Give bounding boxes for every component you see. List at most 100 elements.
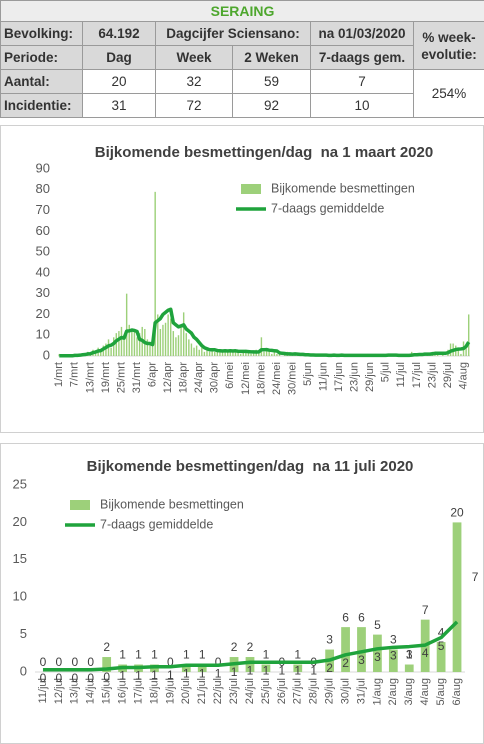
bar bbox=[120, 326, 123, 356]
x-tick-label: 13/mrt bbox=[84, 362, 96, 393]
data-label: 2 bbox=[247, 640, 254, 654]
bar bbox=[133, 331, 136, 356]
x-tick-label: 17/jun bbox=[333, 362, 345, 392]
y-tick-label: 90 bbox=[36, 160, 50, 175]
x-tick-label: 17/jul bbox=[132, 678, 144, 704]
x-tick-label: 4/aug bbox=[457, 362, 469, 390]
bar bbox=[404, 664, 414, 672]
x-tick-label: 14/jul bbox=[85, 678, 97, 704]
line-data-label: 0 bbox=[40, 671, 47, 685]
data-label: 0 bbox=[215, 655, 222, 669]
data-label: 1 bbox=[151, 648, 158, 662]
bar bbox=[164, 322, 167, 356]
bar bbox=[239, 353, 242, 356]
bar bbox=[131, 328, 133, 356]
x-tick-label: 1/aug bbox=[371, 678, 383, 706]
bar bbox=[206, 349, 208, 356]
bar bbox=[102, 657, 112, 672]
data-label: 2 bbox=[231, 640, 238, 654]
chart-title: Bijkomende besmettingen/dag na 1 maart 2… bbox=[95, 144, 433, 161]
line-data-label: 2 bbox=[342, 656, 349, 670]
x-tick-label: 4/aug bbox=[419, 678, 431, 706]
bar bbox=[172, 331, 175, 356]
y-tick-label: 20 bbox=[36, 306, 50, 321]
x-tick-label: 30/mei bbox=[286, 362, 298, 395]
x-tick-label: 11/jul bbox=[37, 678, 49, 703]
cell: 72 bbox=[155, 93, 233, 118]
line-data-label: 0 bbox=[71, 671, 78, 685]
bar bbox=[149, 343, 151, 356]
bar bbox=[146, 339, 149, 356]
line-data-label: 1 bbox=[247, 663, 254, 677]
x-tick-label: 23/jul bbox=[228, 678, 240, 704]
bar bbox=[190, 343, 193, 356]
line-data-label: 3 bbox=[374, 650, 381, 664]
x-tick-label: 15/jul bbox=[101, 678, 113, 704]
bar bbox=[357, 627, 366, 672]
data-label: 20 bbox=[450, 506, 464, 520]
bar bbox=[195, 345, 198, 356]
y-tick-label: 0 bbox=[20, 663, 27, 678]
y-tick-label: 20 bbox=[13, 514, 27, 529]
bar bbox=[136, 337, 138, 356]
x-tick-label: 18/jul bbox=[148, 678, 160, 704]
x-tick-label: 23/jun bbox=[349, 362, 361, 392]
x-tick-label: 12/jul bbox=[53, 678, 65, 704]
bar bbox=[258, 351, 260, 356]
table-title: SERAING bbox=[0, 0, 484, 22]
bar bbox=[151, 345, 154, 356]
data-label: 1 bbox=[294, 648, 301, 662]
bar bbox=[242, 351, 244, 356]
bar bbox=[182, 312, 185, 356]
x-tick-label: 29/jul bbox=[442, 362, 454, 388]
x-tick-label: 29/jun bbox=[364, 362, 376, 392]
bar bbox=[180, 326, 182, 356]
bar bbox=[260, 337, 263, 356]
bar bbox=[388, 649, 398, 672]
y-tick-label: 60 bbox=[36, 223, 50, 238]
line-data-label: 1 bbox=[119, 669, 126, 683]
bar bbox=[237, 351, 239, 356]
x-tick-label: 25/jul bbox=[260, 678, 272, 704]
x-tick-label: 31/mrt bbox=[131, 362, 143, 393]
bar bbox=[167, 314, 169, 356]
x-tick-label: 25/mrt bbox=[115, 362, 127, 393]
x-tick-label: 24/mei bbox=[271, 362, 283, 395]
data-label: 6 bbox=[342, 610, 349, 624]
bar bbox=[138, 333, 141, 356]
x-tick-label: 29/jul bbox=[324, 678, 336, 704]
bar bbox=[188, 339, 190, 356]
cell: 10 bbox=[310, 93, 414, 118]
line-data-label: 1 bbox=[199, 666, 206, 680]
cell: Bevolking: bbox=[0, 21, 83, 46]
bar bbox=[201, 347, 203, 356]
line-data-label: 5 bbox=[438, 639, 445, 653]
bar bbox=[181, 664, 191, 672]
bar bbox=[211, 349, 213, 356]
bar bbox=[265, 349, 268, 356]
x-tick-label: 26/jul bbox=[276, 678, 288, 704]
data-label: 4 bbox=[438, 625, 445, 639]
cell: 92 bbox=[232, 93, 311, 118]
data-label: 3 bbox=[326, 633, 333, 647]
bar bbox=[208, 351, 211, 356]
bar bbox=[457, 349, 460, 356]
bar bbox=[94, 351, 97, 356]
cell: 254% bbox=[412, 69, 484, 118]
line-data-label: 0 bbox=[87, 671, 94, 685]
line-data-label: 1 bbox=[294, 663, 301, 677]
y-tick-label: 40 bbox=[36, 264, 50, 279]
x-tick-label: 30/jul bbox=[339, 678, 351, 704]
bar bbox=[198, 349, 200, 356]
x-tick-label: 24/jul bbox=[244, 678, 256, 704]
line-data-label: 1 bbox=[167, 668, 174, 682]
x-tick-label: 18/mei bbox=[255, 362, 267, 395]
data-label: 1 bbox=[119, 648, 126, 662]
bar bbox=[460, 353, 462, 356]
x-tick-label: 11/jun bbox=[318, 362, 330, 391]
bar bbox=[123, 335, 125, 356]
legend-label: 7-daags gemiddelde bbox=[271, 201, 384, 215]
y-tick-label: 15 bbox=[13, 551, 27, 566]
line-data-label: 1 bbox=[279, 663, 286, 677]
